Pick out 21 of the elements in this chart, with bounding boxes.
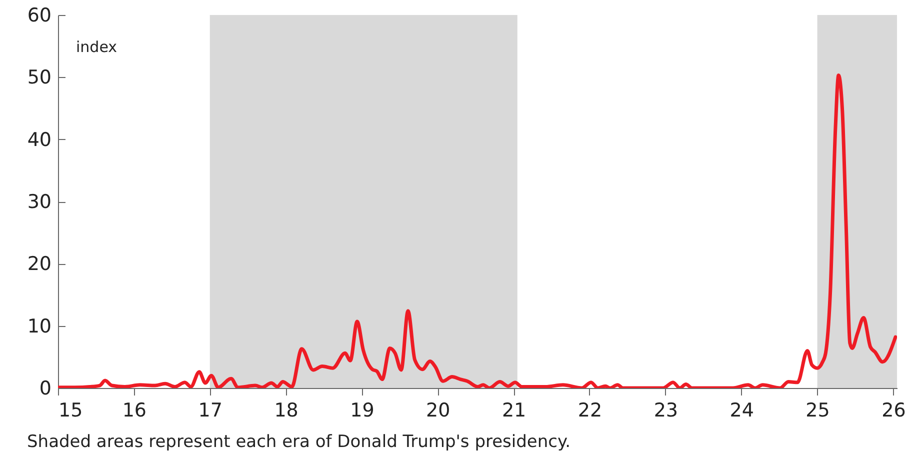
x-tick-label: 20 bbox=[426, 400, 450, 422]
y-tick-label: 0 bbox=[39, 378, 52, 400]
x-tick-label: 26 bbox=[882, 400, 906, 422]
x-tick-label: 19 bbox=[350, 400, 374, 422]
x-tick-label: 18 bbox=[274, 400, 298, 422]
annotation: index bbox=[76, 38, 118, 56]
x-tick-label: 21 bbox=[502, 400, 526, 422]
y-tick-label: 40 bbox=[27, 128, 52, 151]
y-tick-label: 10 bbox=[27, 315, 52, 338]
x-tick-label: 23 bbox=[654, 400, 678, 422]
y-tick-label: 60 bbox=[27, 4, 52, 26]
y-tick-label: 30 bbox=[27, 191, 52, 213]
text: Shaded areas represent each era of Donald Trump's presidency. bbox=[27, 432, 571, 452]
x-tick-label: 16 bbox=[122, 400, 147, 422]
x-tick-label: 17 bbox=[198, 400, 222, 422]
x-tick-label: 25 bbox=[806, 400, 830, 422]
x-tick-label: 15 bbox=[58, 400, 83, 422]
y-tick-label: 20 bbox=[27, 253, 52, 276]
x-tick-label: 24 bbox=[730, 400, 754, 422]
x-tick-label: 22 bbox=[578, 400, 602, 422]
y-tick-label: 50 bbox=[27, 66, 52, 89]
